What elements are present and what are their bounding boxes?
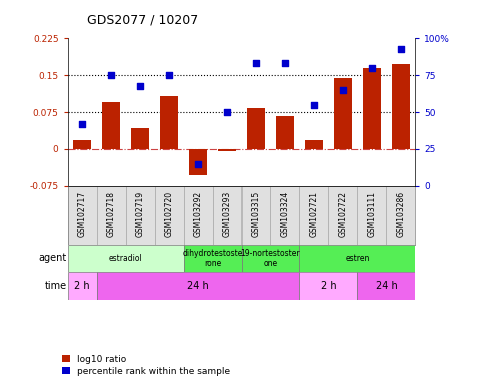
Bar <box>299 245 415 272</box>
Text: time: time <box>45 281 67 291</box>
Bar <box>218 149 236 151</box>
Text: GSM102719: GSM102719 <box>136 190 144 237</box>
Bar <box>270 186 299 245</box>
Bar <box>247 108 265 149</box>
Bar <box>160 96 178 149</box>
Bar <box>131 128 149 149</box>
Point <box>78 121 86 127</box>
Text: GSM102718: GSM102718 <box>107 190 115 237</box>
Bar <box>189 149 207 174</box>
Point <box>310 102 318 108</box>
Point <box>339 87 347 93</box>
Bar <box>392 65 410 149</box>
Bar <box>276 116 294 149</box>
Text: 2 h: 2 h <box>74 281 90 291</box>
Text: 24 h: 24 h <box>187 281 209 291</box>
Text: estren: estren <box>345 254 369 263</box>
Text: GSM103324: GSM103324 <box>281 190 289 237</box>
Text: GSM102720: GSM102720 <box>165 190 173 237</box>
Text: 24 h: 24 h <box>375 281 398 291</box>
Bar <box>328 186 357 245</box>
Text: dihydrotestoste
rone: dihydrotestoste rone <box>183 249 242 268</box>
Bar <box>242 186 270 245</box>
Text: agent: agent <box>39 253 67 263</box>
Bar <box>213 186 242 245</box>
Text: estradiol: estradiol <box>109 254 142 263</box>
Text: GSM103286: GSM103286 <box>397 190 405 237</box>
Bar <box>184 186 213 245</box>
Bar <box>68 272 97 300</box>
Point <box>136 83 144 89</box>
Point <box>368 65 376 71</box>
Point <box>252 60 260 66</box>
Bar <box>305 140 323 149</box>
Bar <box>242 245 299 272</box>
Text: GSM102721: GSM102721 <box>310 190 318 237</box>
Bar <box>97 186 126 245</box>
Bar <box>73 140 91 149</box>
Point <box>165 72 173 78</box>
Bar <box>357 272 415 300</box>
Point <box>107 72 115 78</box>
Bar <box>102 102 120 149</box>
Point <box>281 60 289 66</box>
Text: 19-nortestoster
one: 19-nortestoster one <box>241 249 300 268</box>
Text: GSM103315: GSM103315 <box>252 190 260 237</box>
Bar <box>126 186 155 245</box>
Text: GSM102717: GSM102717 <box>78 190 86 237</box>
Bar <box>68 186 97 245</box>
Text: GSM103293: GSM103293 <box>223 190 231 237</box>
Point <box>397 46 405 52</box>
Bar <box>68 245 184 272</box>
Bar <box>299 272 357 300</box>
Legend: log10 ratio, percentile rank within the sample: log10 ratio, percentile rank within the … <box>62 355 230 376</box>
Bar <box>299 186 328 245</box>
Text: 2 h: 2 h <box>321 281 336 291</box>
Point <box>223 109 231 115</box>
Point <box>194 161 202 167</box>
Text: GSM102722: GSM102722 <box>339 190 347 237</box>
Bar <box>334 78 352 149</box>
Bar <box>97 272 299 300</box>
Bar <box>155 186 184 245</box>
Bar <box>184 245 242 272</box>
Text: GSM103292: GSM103292 <box>194 190 202 237</box>
Bar <box>386 186 415 245</box>
Bar <box>363 68 381 149</box>
Bar <box>357 186 386 245</box>
Text: GSM103111: GSM103111 <box>368 190 376 237</box>
Text: GDS2077 / 10207: GDS2077 / 10207 <box>87 14 198 27</box>
